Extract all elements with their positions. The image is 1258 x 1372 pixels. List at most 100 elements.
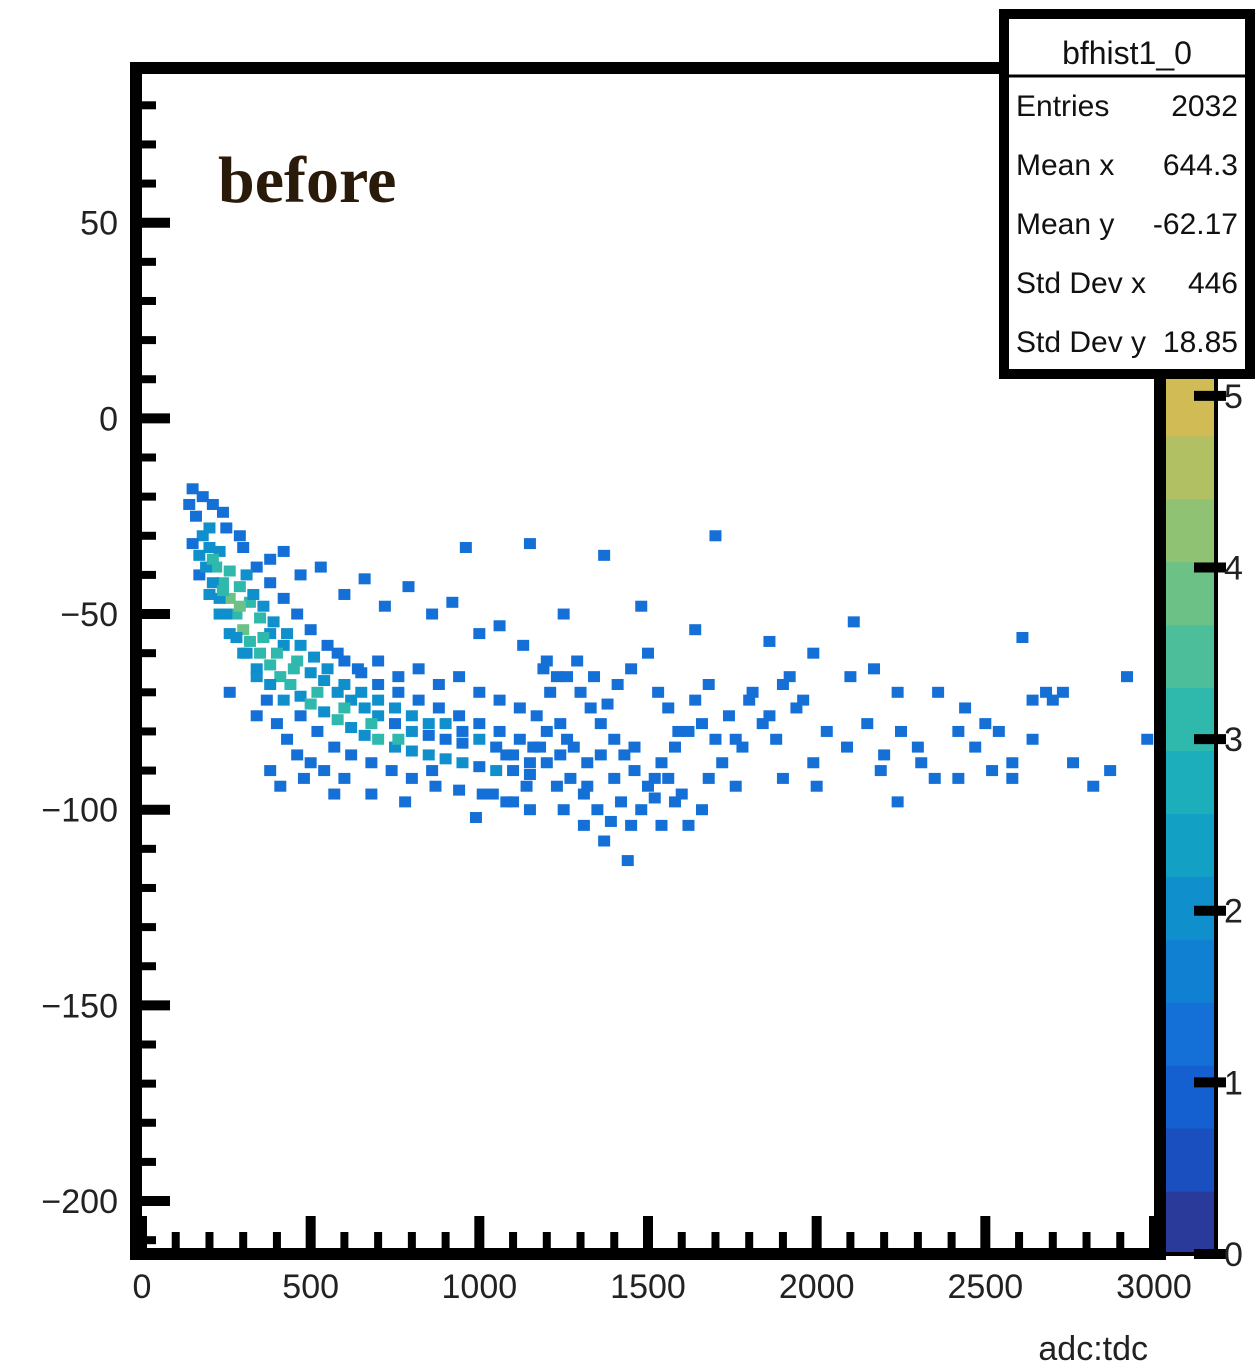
data-cell-210 bbox=[486, 788, 499, 800]
data-cell-50 bbox=[193, 569, 206, 581]
data-cell-185 bbox=[689, 624, 702, 636]
data-cell-132 bbox=[567, 741, 580, 753]
data-cell-123 bbox=[604, 815, 617, 827]
data-cell-177 bbox=[1016, 632, 1029, 644]
data-cell-285 bbox=[456, 725, 469, 737]
data-cell-167 bbox=[1026, 733, 1039, 745]
data-cell-92 bbox=[277, 545, 290, 557]
stats-box-frame bbox=[999, 9, 1255, 379]
data-cell-197 bbox=[473, 686, 486, 698]
data-cell-166 bbox=[1006, 757, 1019, 769]
data-cell-259 bbox=[220, 608, 233, 620]
data-cell-106 bbox=[574, 686, 587, 698]
data-cell-199 bbox=[513, 702, 526, 714]
data-cell-72 bbox=[250, 561, 263, 573]
data-cell-243 bbox=[588, 671, 601, 683]
data-cell-246 bbox=[561, 733, 574, 745]
data-cell-15 bbox=[304, 698, 317, 710]
data-cell-254 bbox=[186, 538, 199, 550]
data-cell-226 bbox=[932, 686, 945, 698]
data-cell-7 bbox=[230, 608, 243, 620]
stats-value-3: 446 bbox=[1188, 267, 1238, 300]
data-cell-36 bbox=[264, 628, 277, 640]
data-cell-94 bbox=[314, 561, 327, 573]
data-cell-85 bbox=[473, 718, 486, 730]
data-cell-247 bbox=[581, 780, 594, 792]
data-cell-58 bbox=[294, 710, 307, 722]
data-cell-267 bbox=[304, 757, 317, 769]
data-cell-154 bbox=[790, 702, 803, 714]
data-cell-250 bbox=[186, 483, 199, 495]
data-cell-295 bbox=[270, 647, 283, 659]
data-cell-43 bbox=[358, 702, 371, 714]
data-cell-34 bbox=[243, 596, 256, 608]
data-cell-265 bbox=[281, 733, 294, 745]
x-tick-label-1: 500 bbox=[282, 1268, 339, 1306]
axis-ticks bbox=[137, 101, 1159, 1248]
data-cell-298 bbox=[216, 585, 229, 597]
data-cell-39 bbox=[304, 667, 317, 679]
data-cell-159 bbox=[878, 749, 891, 761]
data-cell-230 bbox=[783, 671, 796, 683]
data-cell-277 bbox=[321, 663, 334, 675]
data-cell-28 bbox=[507, 765, 520, 777]
data-cell-146 bbox=[672, 725, 685, 737]
data-cell-24 bbox=[439, 753, 452, 765]
data-cells bbox=[183, 483, 1154, 867]
data-cell-1 bbox=[189, 510, 202, 522]
data-cell-296 bbox=[257, 632, 270, 644]
data-cell-150 bbox=[743, 694, 756, 706]
y-tick-label-4: 0 bbox=[99, 400, 118, 438]
data-cell-176 bbox=[891, 686, 904, 698]
data-cell-16 bbox=[318, 706, 331, 718]
data-cell-105 bbox=[561, 671, 574, 683]
colorbar-segment-4 bbox=[1162, 939, 1216, 1003]
data-cell-216 bbox=[682, 819, 695, 831]
data-cell-55 bbox=[250, 663, 263, 675]
data-cell-131 bbox=[554, 718, 567, 730]
data-cell-160 bbox=[895, 725, 907, 737]
data-cell-80 bbox=[372, 678, 385, 690]
data-cell-86 bbox=[493, 725, 506, 737]
data-cell-84 bbox=[453, 710, 466, 722]
data-cell-130 bbox=[544, 686, 557, 698]
stats-box-title: bfhist1_0 bbox=[1062, 35, 1192, 71]
data-cell-283 bbox=[422, 718, 435, 730]
data-cell-178 bbox=[1040, 686, 1053, 698]
data-cell-217 bbox=[695, 804, 708, 816]
data-cell-198 bbox=[493, 694, 506, 706]
data-cell-278 bbox=[338, 678, 351, 690]
data-cell-122 bbox=[591, 804, 604, 816]
x-tick-label-5: 2500 bbox=[948, 1268, 1024, 1306]
data-cell-119 bbox=[736, 741, 749, 753]
data-cell-2 bbox=[196, 530, 209, 542]
data-cell-46 bbox=[405, 725, 418, 737]
data-cell-59 bbox=[311, 725, 324, 737]
data-cell-44 bbox=[372, 710, 385, 722]
data-cell-294 bbox=[392, 733, 405, 745]
data-cell-45 bbox=[389, 718, 401, 730]
data-cell-10 bbox=[254, 647, 267, 659]
data-cell-189 bbox=[557, 608, 570, 620]
data-cell-287 bbox=[490, 741, 503, 753]
data-cell-138 bbox=[520, 780, 533, 792]
data-cell-52 bbox=[213, 608, 226, 620]
data-cell-30 bbox=[203, 522, 216, 534]
data-cell-236 bbox=[702, 772, 715, 784]
data-cell-25 bbox=[456, 757, 469, 769]
data-cell-233 bbox=[763, 710, 776, 722]
data-cell-196 bbox=[453, 671, 466, 683]
data-cell-242 bbox=[571, 655, 584, 667]
data-cell-222 bbox=[911, 741, 924, 753]
colorbar-tick-label-1: 1 bbox=[1224, 1064, 1243, 1102]
data-cell-182 bbox=[523, 538, 536, 550]
data-cell-264 bbox=[270, 718, 283, 730]
data-cell-234 bbox=[729, 733, 742, 745]
data-cell-0 bbox=[183, 498, 196, 510]
data-cell-161 bbox=[915, 757, 928, 769]
data-cell-90 bbox=[233, 530, 246, 542]
data-cell-37 bbox=[277, 639, 290, 651]
data-cell-56 bbox=[264, 678, 277, 690]
data-cell-111 bbox=[628, 765, 641, 777]
